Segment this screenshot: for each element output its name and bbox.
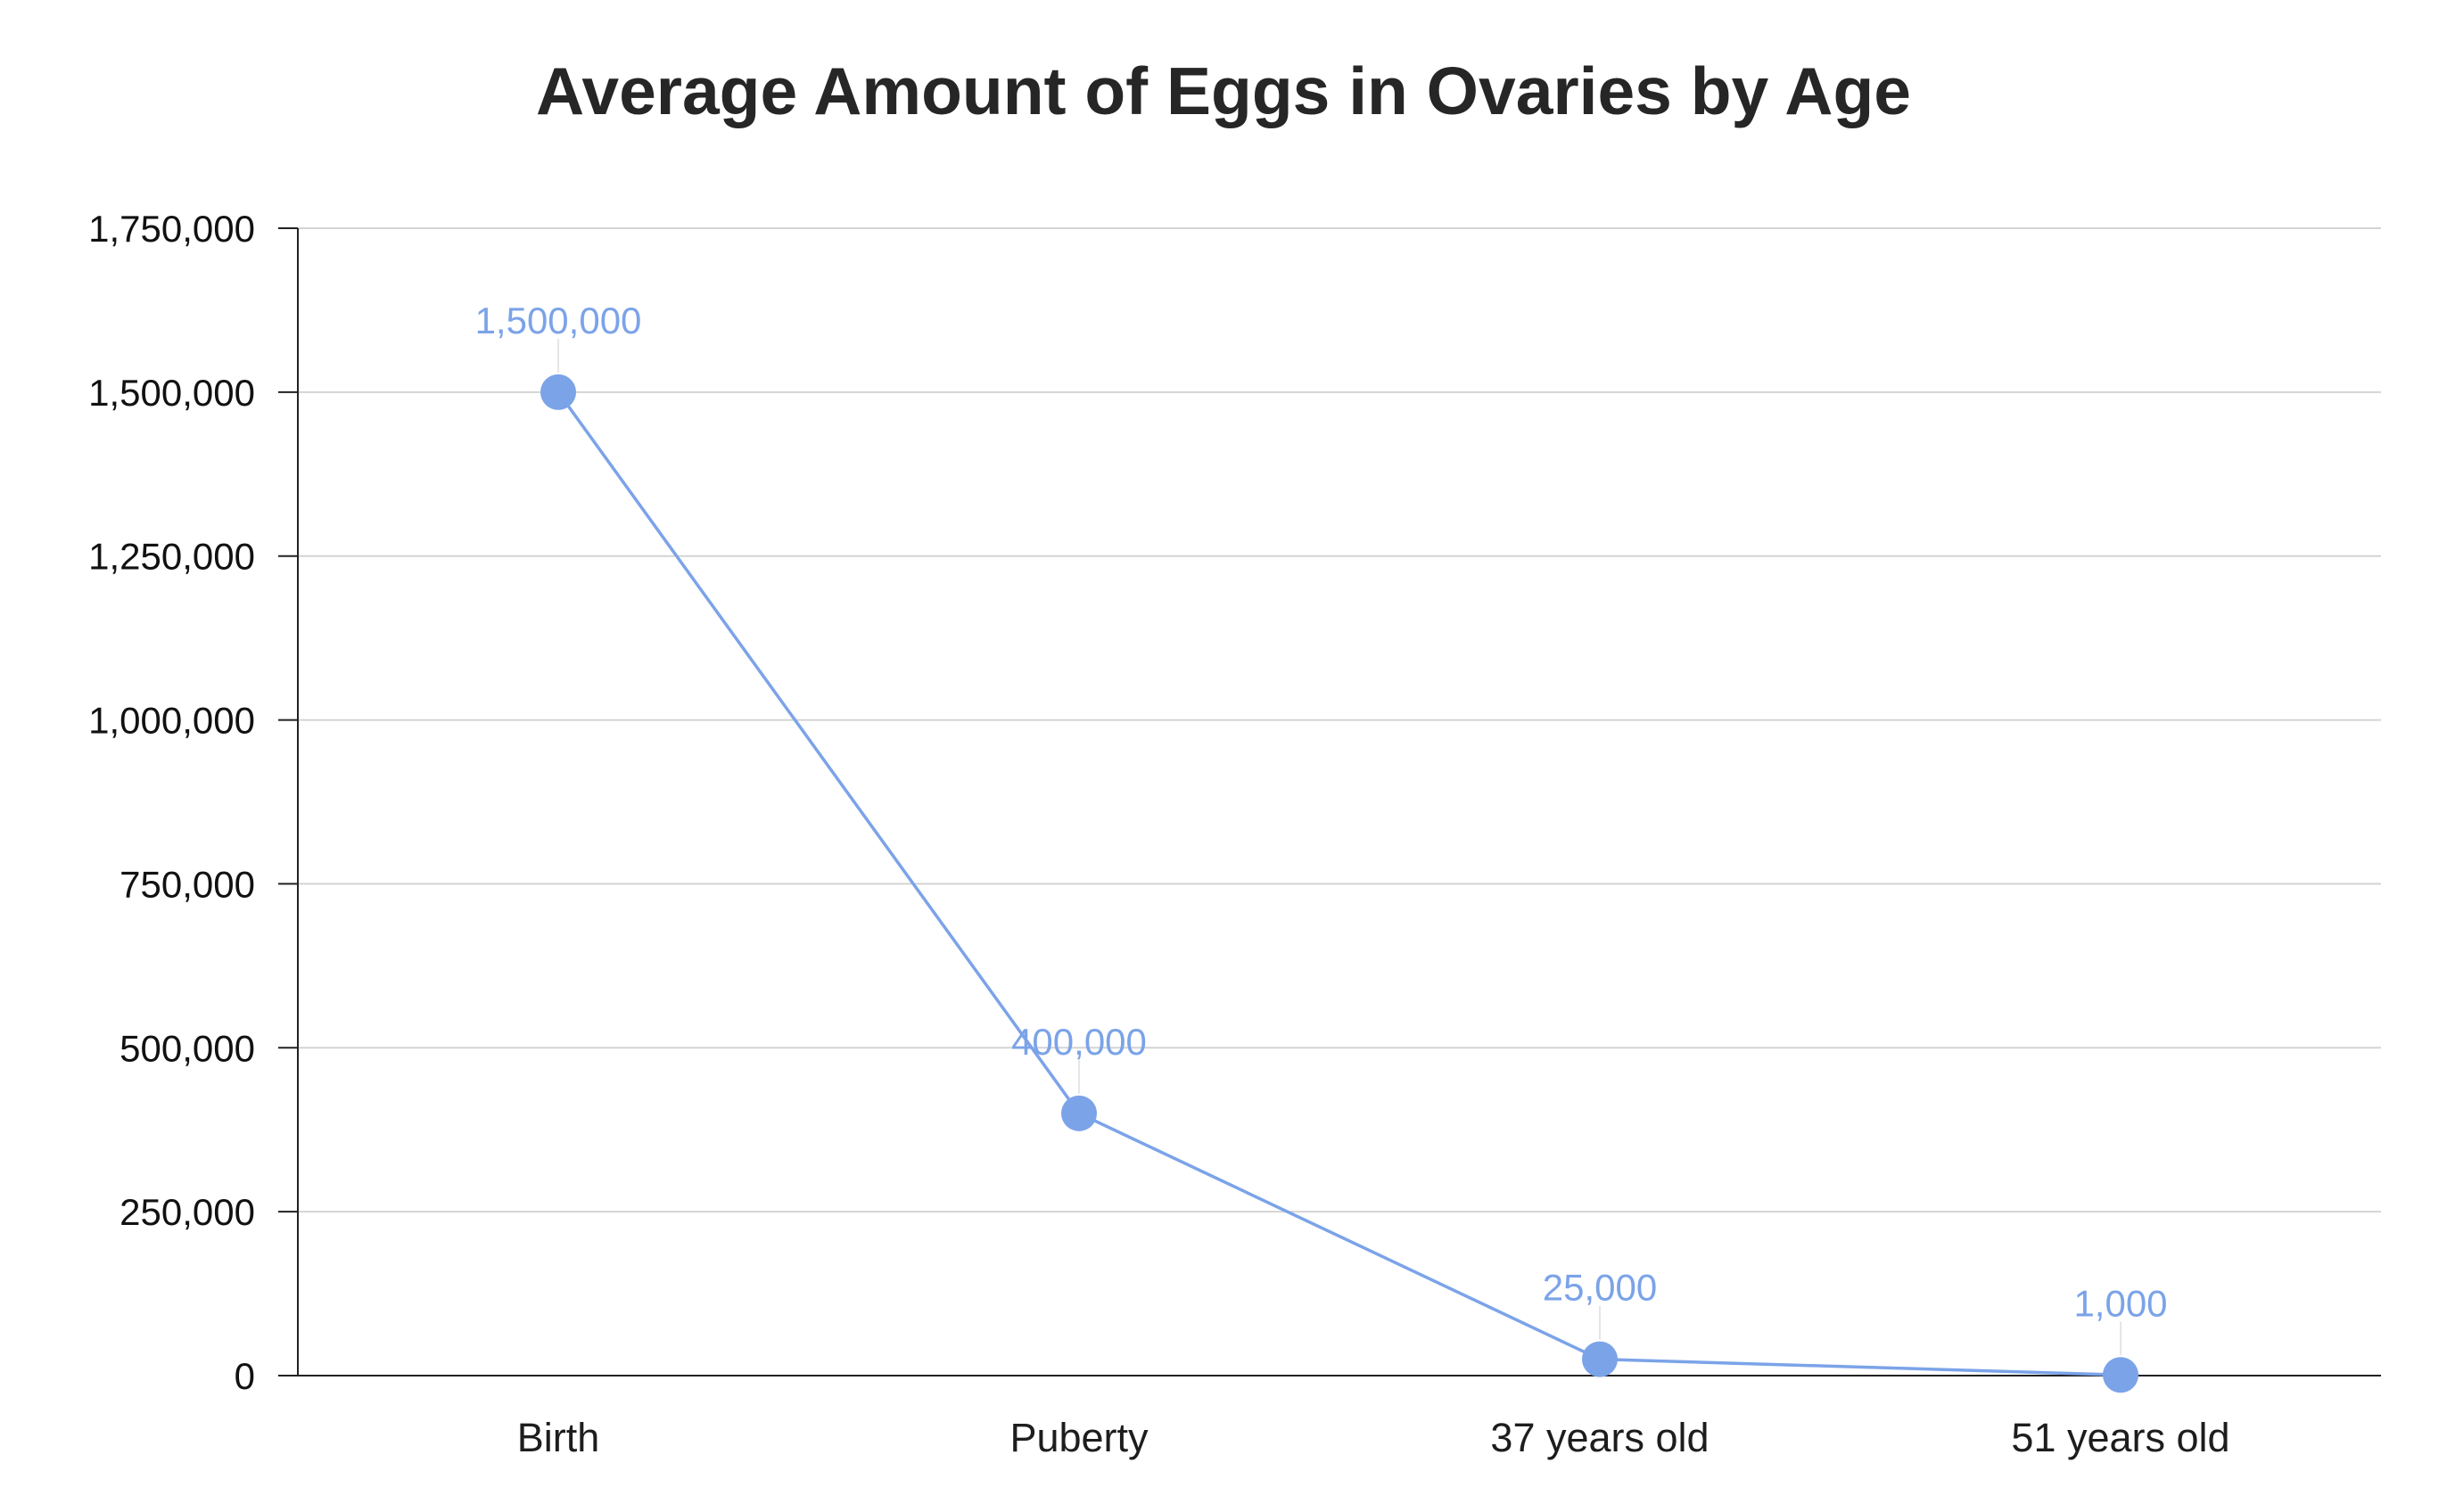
y-tick-label: 250,000: [119, 1191, 255, 1233]
data-label: 1,500,000: [475, 300, 642, 341]
y-tick-label: 750,000: [119, 863, 255, 905]
chart-title: Average Amount of Eggs in Ovaries by Age: [536, 53, 1911, 128]
y-axis-tick-labels: 0 250,000 500,000 750,000 1,000,000 1,250,000…: [88, 208, 255, 1397]
gridlines: [298, 227, 2381, 1213]
y-tick-label: 1,000,000: [88, 700, 255, 742]
data-labels: 1,500,000 400,000 25,000 1,000: [475, 300, 2168, 1356]
x-axis-tick-labels: Birth Puberty 37 years old 51 years old: [517, 1415, 2230, 1460]
x-tick-label: Birth: [517, 1415, 600, 1460]
y-tick-label: 1,250,000: [88, 536, 255, 578]
axes: [278, 227, 2381, 1376]
data-point: [2103, 1357, 2138, 1393]
x-tick-label: 37 years old: [1490, 1415, 1709, 1460]
series-line: [556, 390, 2122, 1377]
data-label: 400,000: [1011, 1021, 1147, 1063]
data-point: [540, 374, 576, 410]
x-tick-label: Puberty: [1009, 1415, 1149, 1460]
data-point: [1061, 1095, 1097, 1131]
y-tick-label: 500,000: [119, 1027, 255, 1069]
y-tick-label: 1,500,000: [88, 372, 255, 414]
y-tick-label: 0: [235, 1355, 255, 1397]
x-tick-label: 51 years old: [2011, 1415, 2229, 1460]
y-tick-label: 1,750,000: [88, 208, 255, 250]
data-label: 1,000: [2073, 1282, 2167, 1324]
data-series: [540, 374, 2138, 1393]
data-label: 25,000: [1543, 1267, 1657, 1309]
data-point: [1582, 1341, 1618, 1377]
